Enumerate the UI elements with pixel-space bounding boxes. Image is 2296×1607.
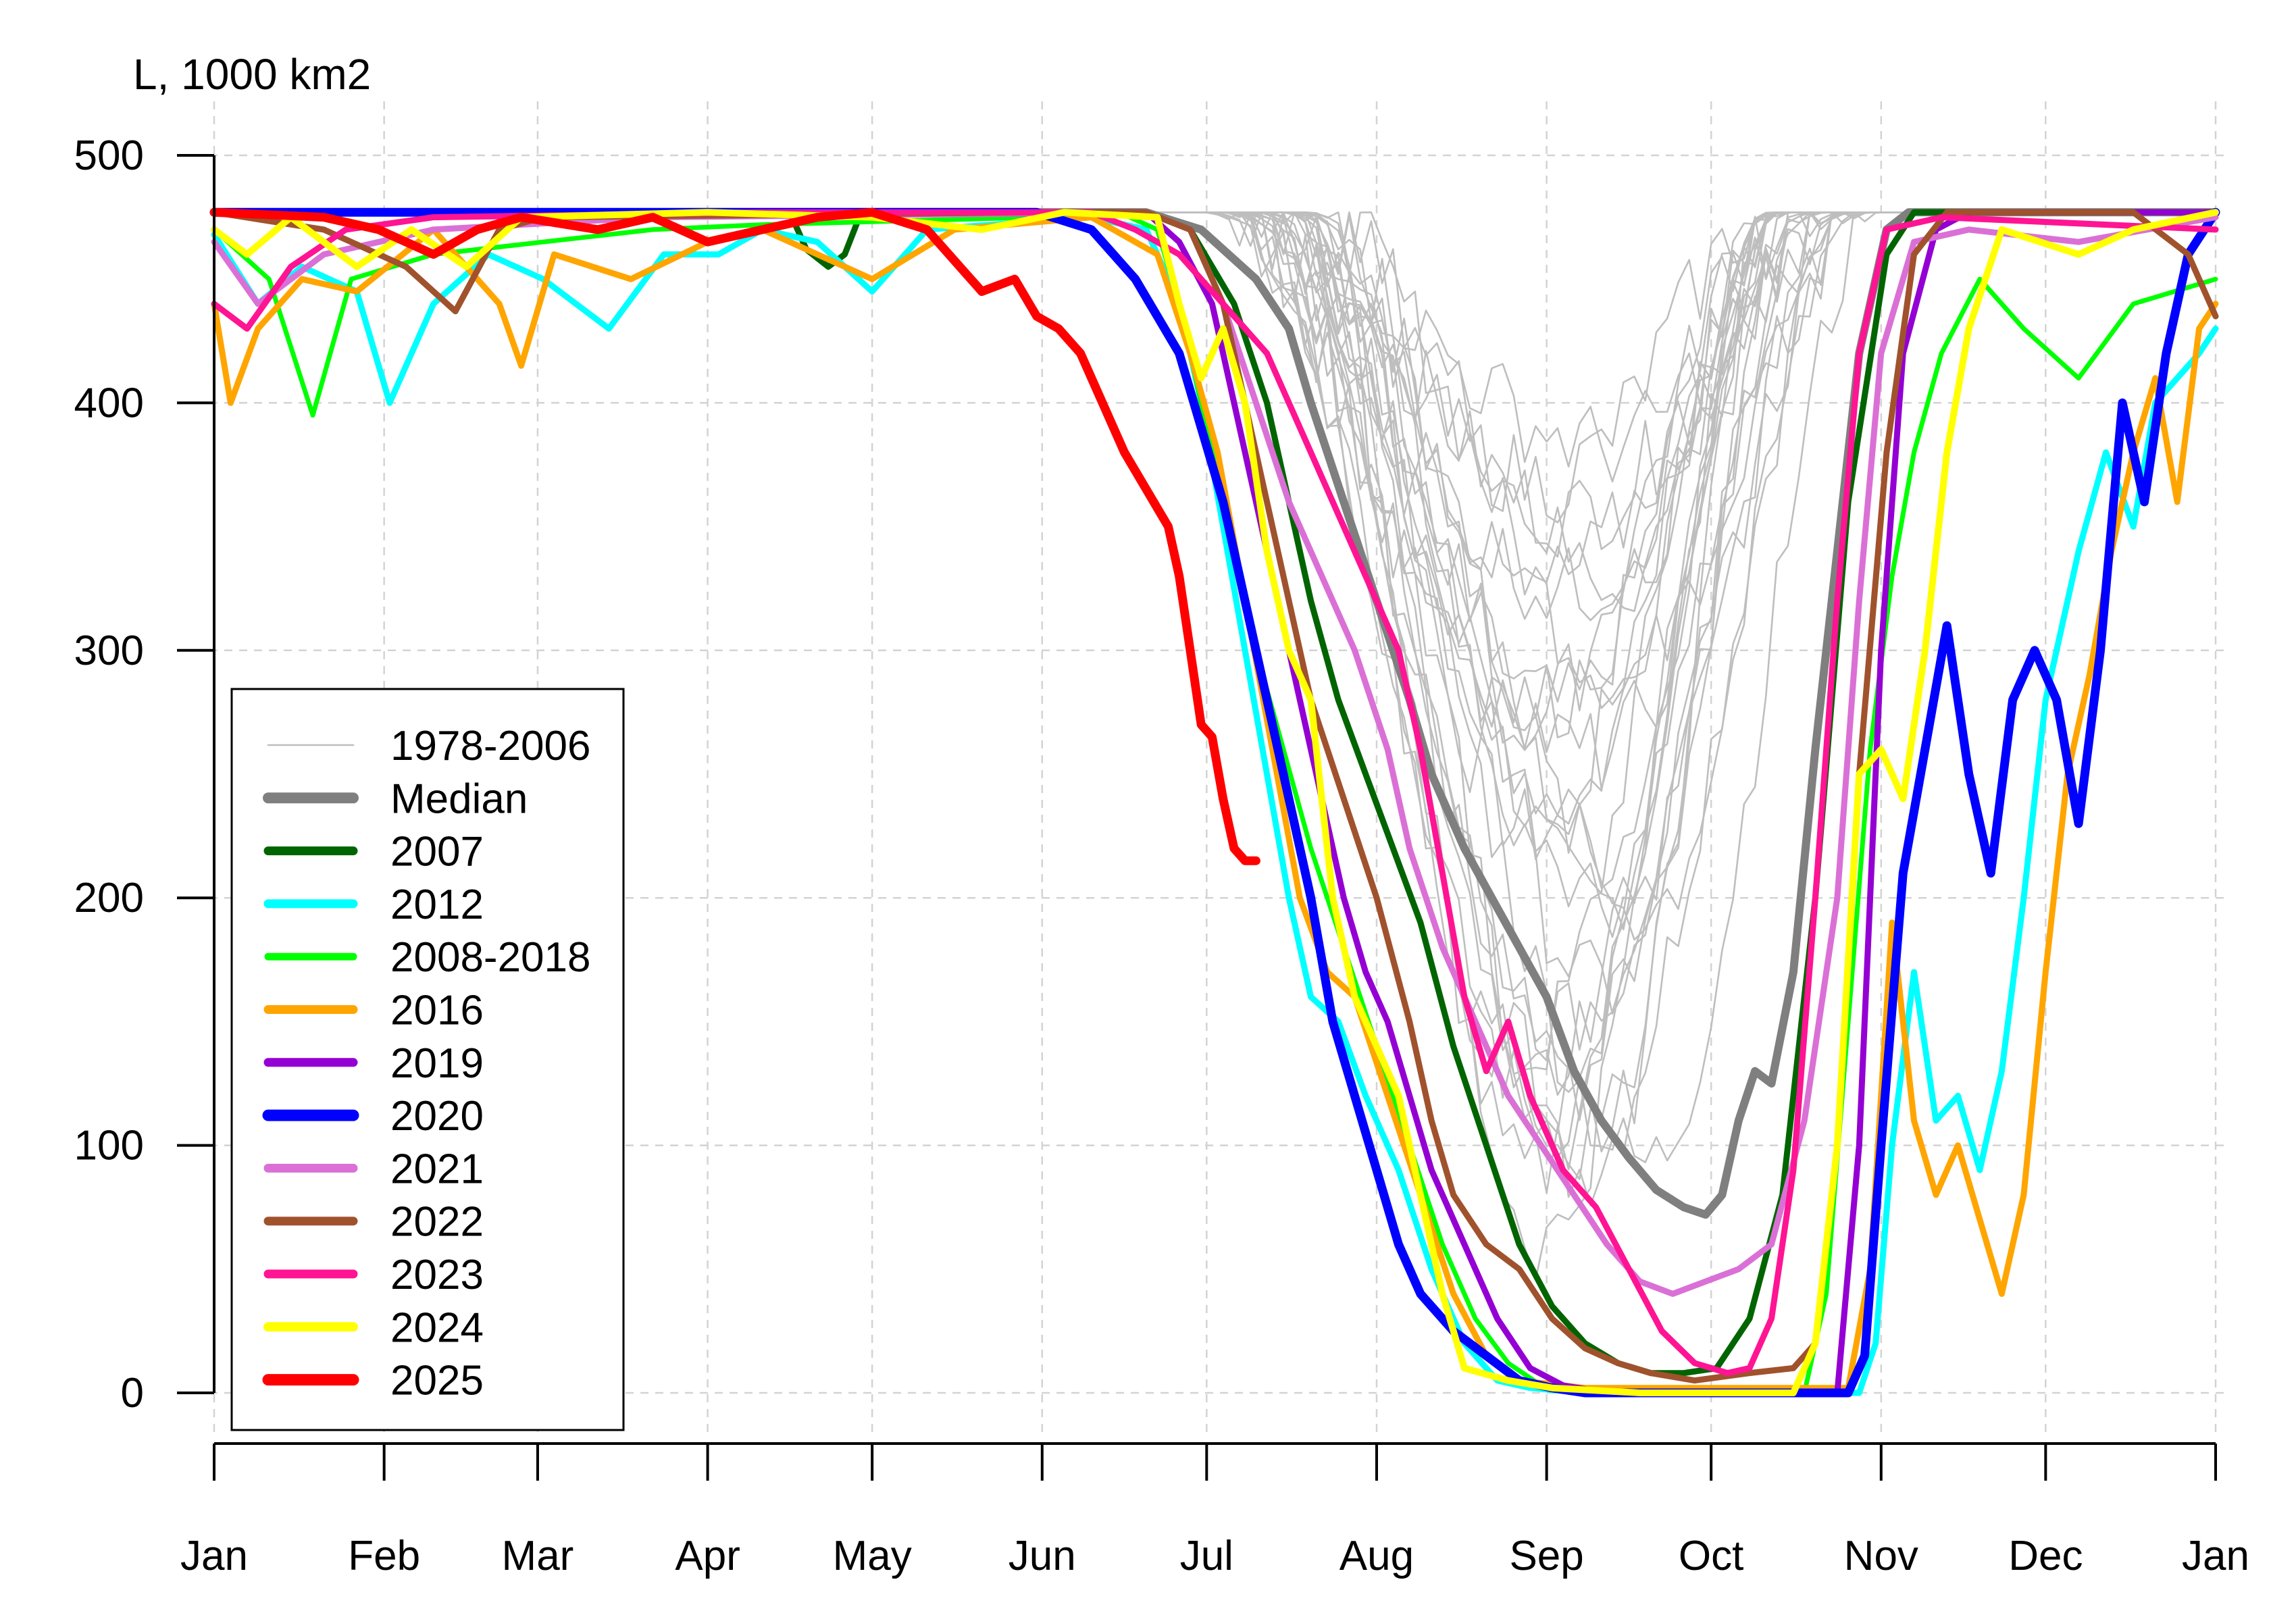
background-series-1978-2006: [1119, 211, 1942, 1281]
series-line-2025: [209, 207, 1260, 865]
legend-label-7: 2020: [390, 1093, 484, 1140]
x-tick-label-1: Feb: [348, 1533, 420, 1579]
background-line-28: [1119, 211, 1942, 739]
y-tick-label-200: 200: [74, 875, 144, 921]
background-line-26: [1119, 211, 1942, 941]
x-tick-label-8: Sep: [1509, 1533, 1583, 1579]
y-tick-label-0: 0: [121, 1370, 144, 1417]
x-tick-label-12: Jan: [2182, 1533, 2249, 1579]
legend-label-0: 1978-2006: [390, 723, 591, 769]
background-line-15: [1119, 211, 1942, 1135]
y-tick-label-300: 300: [74, 628, 144, 674]
series-line-2019: [211, 209, 2219, 1396]
legend: 1978-2006 Median 2007 2012 2008-2018 2016 2019…: [230, 688, 625, 1431]
background-line-5: [1119, 211, 1942, 889]
series-line-2016: [211, 214, 2219, 1392]
series-line-2023: [211, 209, 2219, 1377]
x-tick-label-11: Dec: [2008, 1533, 2083, 1579]
background-line-29: [1119, 211, 1942, 1096]
x-tick-label-0: Jan: [180, 1533, 248, 1579]
legend-label-3: 2012: [390, 882, 484, 928]
legend-label-2: 2007: [390, 829, 484, 875]
x-tick-label-5: Jun: [1009, 1533, 1076, 1579]
x-tick-label-6: Jul: [1180, 1533, 1233, 1579]
series-line-2012: [211, 214, 2219, 1396]
background-line-20: [1119, 211, 1942, 621]
background-line-27: [1119, 211, 1942, 1180]
legend-label-10: 2023: [390, 1252, 484, 1298]
legend-label-11: 2024: [390, 1304, 484, 1351]
x-tick-label-9: Oct: [1679, 1533, 1743, 1579]
y-tick-label-400: 400: [74, 380, 144, 426]
x-tick-label-2: Mar: [502, 1533, 574, 1579]
legend-label-8: 2021: [390, 1146, 484, 1192]
y-axis-label: L, 1000 km2: [133, 50, 371, 99]
series-line-median: [210, 208, 2220, 1219]
legend-label-1: Median: [390, 775, 528, 822]
legend-label-4: 2008-2018: [390, 934, 591, 981]
y-tick-label-100: 100: [74, 1123, 144, 1169]
legend-label-12: 2025: [390, 1358, 484, 1404]
axes: 0 100 200 300 400 500 Jan Feb Mar Apr May Jun Jul Aug…: [74, 132, 2249, 1579]
x-tick-label-4: May: [833, 1533, 912, 1579]
x-tick-label-3: Apr: [675, 1533, 740, 1579]
series-lines: [209, 207, 2220, 1398]
legend-label-6: 2019: [390, 1040, 484, 1087]
legend-label-9: 2022: [390, 1199, 484, 1246]
series-line-2024: [211, 209, 2219, 1396]
y-tick-label-500: 500: [74, 132, 144, 179]
legend-label-5: 2016: [390, 988, 484, 1034]
x-tick-label-10: Nov: [1844, 1533, 1918, 1579]
x-tick-label-7: Aug: [1340, 1533, 1414, 1579]
